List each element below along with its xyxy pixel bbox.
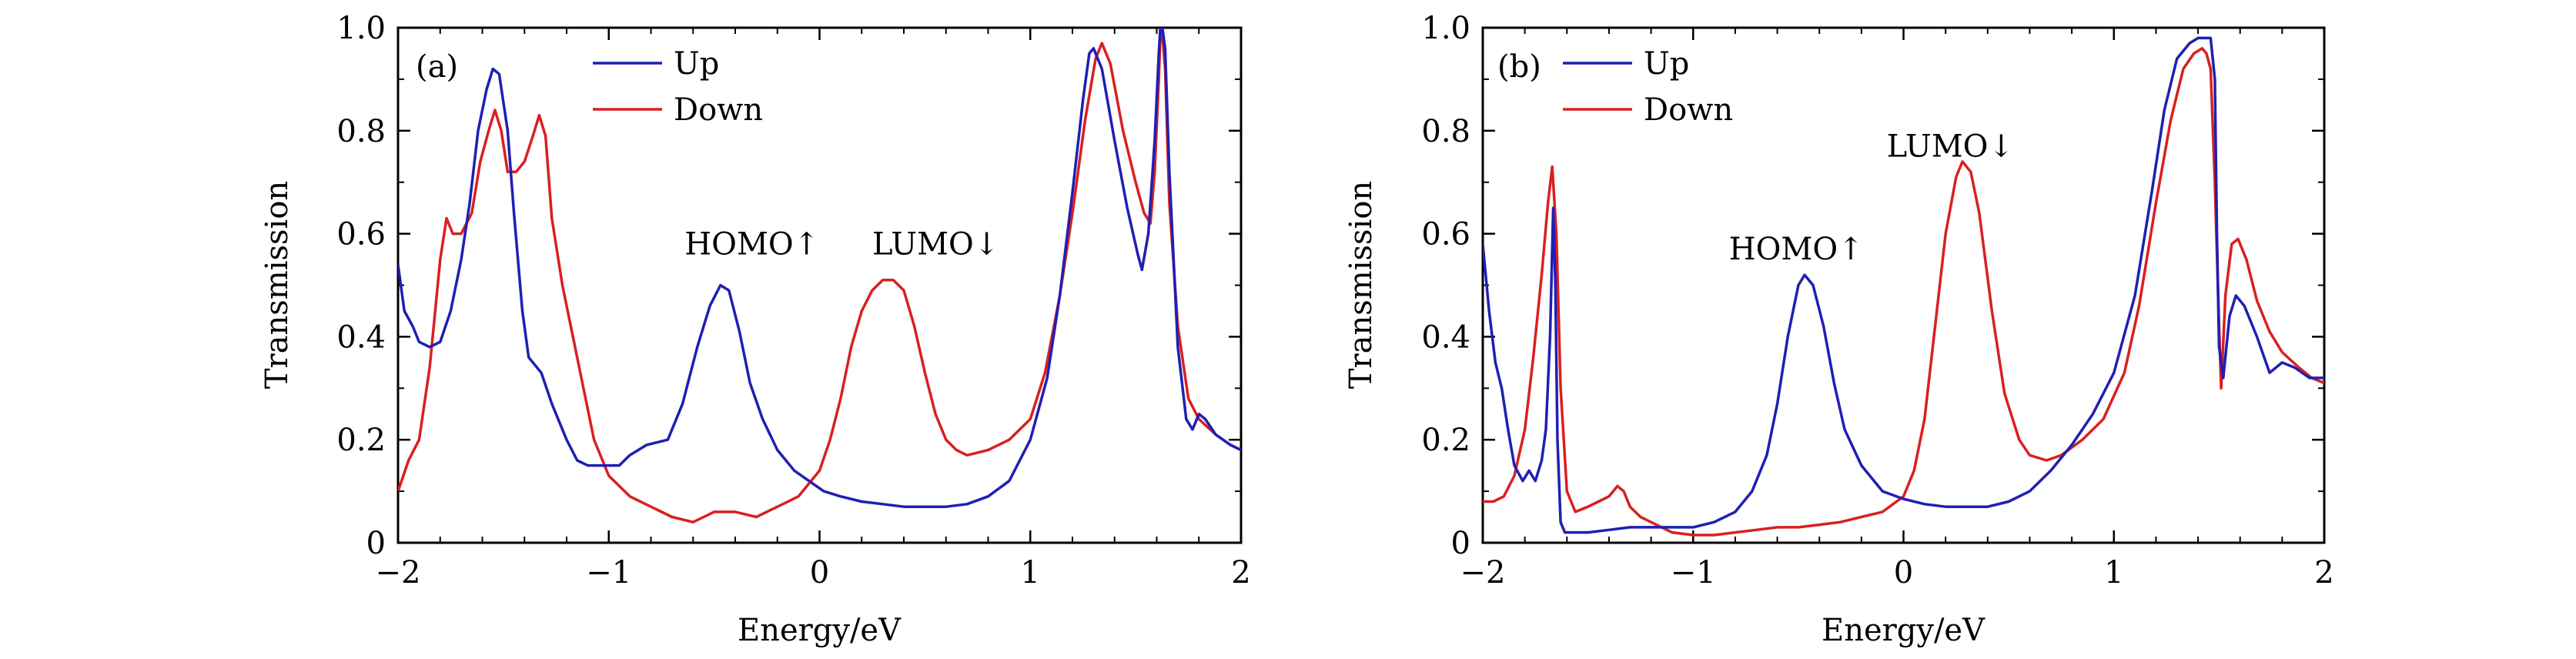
y-tick-label: 0 (1451, 526, 1470, 561)
x-tick-label: 1 (2104, 555, 2123, 590)
y-tick-label: 0 (366, 526, 386, 561)
legend: Up Down (1563, 46, 1733, 128)
x-tick-label: 2 (1231, 555, 1250, 590)
x-tick-label: 0 (1894, 555, 1913, 590)
y-tick-label: 1.0 (1421, 11, 1470, 46)
x-axis-label: Energy/eV (738, 613, 902, 648)
x-tick-label: 1 (1021, 555, 1040, 590)
x-tick-label: 0 (810, 555, 829, 590)
series-line-down (398, 28, 1241, 524)
annotation-label: HOMO↑ (1729, 232, 1864, 267)
y-tick-label: 1.0 (336, 11, 386, 46)
y-tick-label: 0.8 (336, 114, 386, 149)
y-axis-label: Transmission (1343, 181, 1379, 389)
y-tick-label: 0.2 (336, 423, 386, 458)
annotation-label: HOMO↑ (684, 226, 819, 262)
x-tick-label: −1 (586, 555, 631, 590)
annotation-label: LUMO↓ (1887, 129, 2014, 164)
plot-frame (396, 26, 1243, 544)
y-tick-label: 0.6 (1421, 217, 1470, 253)
panel-label: (b) (1497, 49, 1541, 85)
legend-label-up: Up (674, 46, 719, 82)
panel-label: (a) (416, 49, 458, 85)
x-tick-label: −2 (1460, 555, 1506, 590)
x-tick-label: −1 (1671, 555, 1716, 590)
x-tick-label: 2 (2314, 555, 2333, 590)
legend-label-down: Down (1644, 92, 1733, 128)
chart-panel-a: −2 −1 0 1 2 0 0.2 0.4 0.6 0.8 1.0 (a) Up Down Ener… (259, 11, 1251, 648)
series-line-up (398, 28, 1241, 508)
series-line-up (1483, 36, 2324, 534)
legend-label-down: Down (674, 92, 763, 128)
y-tick-label: 0.6 (336, 217, 386, 253)
legend: Up Down (593, 46, 763, 128)
series-line-down (1483, 47, 2324, 537)
y-tick-label: 0.8 (1421, 114, 1470, 149)
x-tick-label: −2 (376, 555, 421, 590)
chart-panel-b: −2 −1 0 1 2 0 0.2 0.4 0.6 0.8 1.0 (b) Up Down Ener… (1343, 11, 2334, 648)
y-tick-label: 0.4 (1421, 319, 1470, 355)
y-tick-label: 0.2 (1421, 423, 1470, 458)
plot-frame (1481, 26, 2326, 544)
annotation-label: LUMO↓ (872, 226, 999, 262)
x-axis-label: Energy/eV (1822, 613, 1986, 648)
y-tick-label: 0.4 (336, 319, 386, 355)
y-axis-label: Transmission (259, 181, 295, 389)
legend-label-up: Up (1644, 46, 1689, 82)
